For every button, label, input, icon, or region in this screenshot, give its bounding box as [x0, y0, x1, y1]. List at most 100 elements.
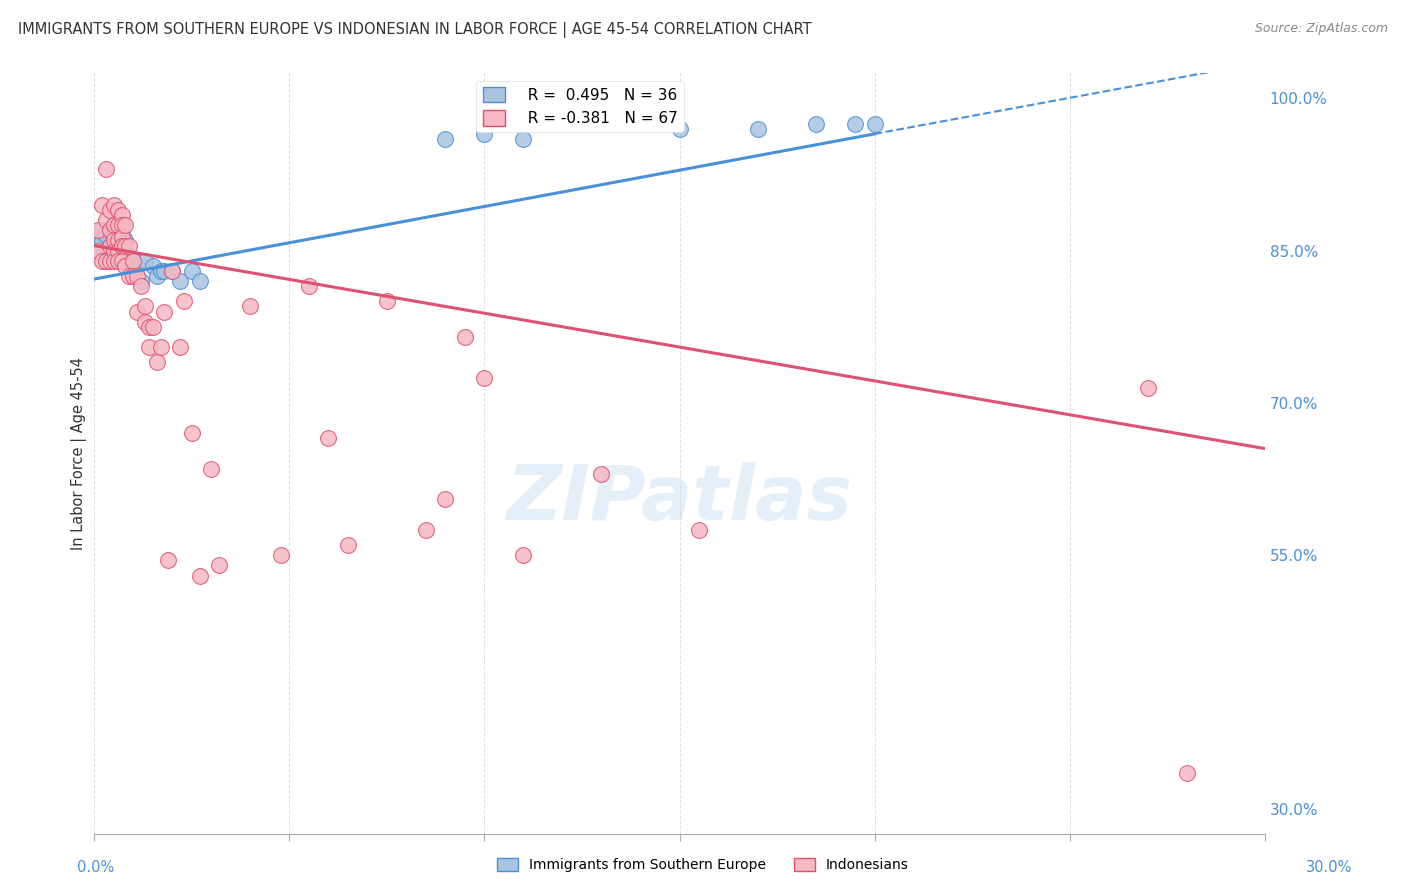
- Point: [1136, 381, 1159, 395]
- Point: [118, 238, 141, 252]
- Point: [270, 548, 292, 562]
- Point: [142, 259, 165, 273]
- Point: [434, 492, 457, 507]
- Point: [94, 244, 117, 258]
- Point: [107, 202, 129, 217]
- Point: [98, 238, 121, 252]
- Point: [118, 268, 141, 283]
- Point: [415, 523, 437, 537]
- Point: [98, 202, 121, 217]
- Point: [1175, 766, 1198, 780]
- Point: [122, 253, 145, 268]
- Point: [107, 244, 129, 258]
- Point: [512, 548, 534, 562]
- Point: [188, 568, 211, 582]
- Y-axis label: In Labor Force | Age 45-54: In Labor Force | Age 45-54: [72, 357, 87, 550]
- Point: [103, 198, 125, 212]
- Point: [87, 223, 110, 237]
- Point: [149, 264, 172, 278]
- Point: [91, 223, 114, 237]
- Point: [138, 319, 160, 334]
- Point: [336, 538, 359, 552]
- Point: [129, 279, 152, 293]
- Text: Source: ZipAtlas.com: Source: ZipAtlas.com: [1254, 22, 1388, 36]
- Point: [804, 117, 827, 131]
- Point: [863, 117, 886, 131]
- Text: IMMIGRANTS FROM SOUTHERN EUROPE VS INDONESIAN IN LABOR FORCE | AGE 45-54 CORRELA: IMMIGRANTS FROM SOUTHERN EUROPE VS INDON…: [18, 22, 811, 38]
- Point: [134, 315, 156, 329]
- Text: ZIPatlas: ZIPatlas: [506, 462, 852, 536]
- Point: [169, 340, 191, 354]
- Point: [103, 253, 125, 268]
- Point: [200, 462, 222, 476]
- Point: [145, 268, 167, 283]
- Point: [110, 208, 132, 222]
- Point: [98, 253, 121, 268]
- Point: [114, 219, 136, 233]
- Point: [844, 117, 866, 131]
- Point: [434, 132, 457, 146]
- Point: [138, 340, 160, 354]
- Point: [94, 162, 117, 177]
- Point: [91, 234, 114, 248]
- Point: [688, 523, 710, 537]
- Point: [110, 228, 132, 243]
- Point: [375, 294, 398, 309]
- Point: [454, 330, 477, 344]
- Point: [98, 238, 121, 252]
- Point: [110, 238, 132, 252]
- Point: [180, 264, 202, 278]
- Point: [474, 370, 496, 384]
- Point: [94, 253, 117, 268]
- Point: [512, 132, 534, 146]
- Point: [169, 274, 191, 288]
- Point: [110, 253, 132, 268]
- Point: [122, 253, 145, 268]
- Point: [103, 249, 125, 263]
- Point: [107, 219, 129, 233]
- Point: [134, 300, 156, 314]
- Point: [94, 213, 117, 227]
- Point: [87, 244, 110, 258]
- Point: [114, 259, 136, 273]
- Point: [127, 304, 149, 318]
- Point: [107, 249, 129, 263]
- Point: [591, 467, 613, 481]
- Point: [160, 264, 183, 278]
- Point: [114, 238, 136, 252]
- Text: 30.0%: 30.0%: [1306, 860, 1351, 874]
- Point: [107, 234, 129, 248]
- Point: [157, 553, 180, 567]
- Point: [129, 274, 152, 288]
- Point: [122, 268, 145, 283]
- Point: [747, 121, 769, 136]
- Point: [103, 228, 125, 243]
- Point: [103, 219, 125, 233]
- Point: [153, 264, 176, 278]
- Legend:   R =  0.495   N = 36,   R = -0.381   N = 67: R = 0.495 N = 36, R = -0.381 N = 67: [477, 80, 683, 132]
- Point: [118, 253, 141, 268]
- Point: [153, 304, 176, 318]
- Text: 0.0%: 0.0%: [77, 860, 114, 874]
- Point: [91, 253, 114, 268]
- Point: [318, 432, 340, 446]
- Point: [173, 294, 195, 309]
- Point: [103, 234, 125, 248]
- Point: [87, 238, 110, 252]
- Point: [134, 253, 156, 268]
- Point: [188, 274, 211, 288]
- Point: [114, 234, 136, 248]
- Point: [145, 355, 167, 369]
- Point: [160, 264, 183, 278]
- Point: [180, 426, 202, 441]
- Point: [91, 198, 114, 212]
- Point: [239, 300, 262, 314]
- Point: [668, 121, 690, 136]
- Point: [149, 340, 172, 354]
- Legend: Immigrants from Southern Europe, Indonesians: Immigrants from Southern Europe, Indones…: [492, 853, 914, 878]
- Point: [110, 219, 132, 233]
- Point: [94, 228, 117, 243]
- Point: [142, 319, 165, 334]
- Point: [103, 244, 125, 258]
- Point: [127, 259, 149, 273]
